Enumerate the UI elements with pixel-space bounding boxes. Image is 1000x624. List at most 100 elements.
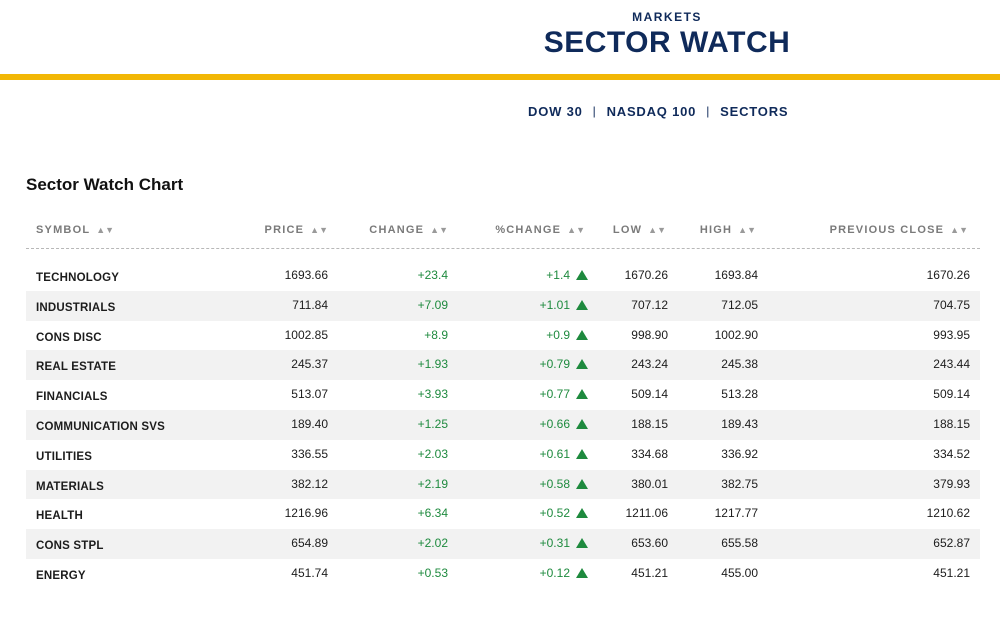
cell-price-value: 382.12 xyxy=(291,476,328,491)
cell-symbol: MATERIALS xyxy=(36,473,104,503)
cell-change-value: +1.93 xyxy=(417,357,448,372)
cell-previous-close-value: 1670.26 xyxy=(926,268,970,282)
cell-high: 1002.90 xyxy=(715,321,758,351)
table-row: FINANCIALS 513.07 +3.93 +0.77 509.14 513.28 50… xyxy=(26,380,980,410)
table-row: UTILITIES 336.55 +2.03 +0.61 334.68 336.92 334… xyxy=(26,440,980,470)
cell-pct-change-value: +0.12 xyxy=(539,565,570,580)
column-header-pct-change[interactable]: %CHANGE ▲▼ xyxy=(495,224,585,236)
up-arrow-icon xyxy=(576,538,588,549)
cell-change: +3.93 xyxy=(418,380,448,410)
cell-low-value: 998.90 xyxy=(631,327,668,342)
cell-price-value: 245.37 xyxy=(291,357,328,372)
cell-low-value: 243.24 xyxy=(631,357,668,372)
cell-change-value: +23.4 xyxy=(417,268,448,282)
table-row: CONS STPL 654.89 +2.02 +0.31 653.60 655.58 652… xyxy=(26,529,980,559)
subnav-link-nasdaq100[interactable]: NASDAQ 100 xyxy=(606,103,697,119)
cell-high: 655.58 xyxy=(721,529,758,559)
cell-price: 382.12 xyxy=(291,470,328,500)
cell-symbol: INDUSTRIALS xyxy=(36,294,116,324)
cell-previous-close-value: 704.75 xyxy=(933,297,970,312)
cell-previous-close: 1670.26 xyxy=(927,261,970,291)
cell-high: 513.28 xyxy=(721,380,758,410)
cell-pct-change-value: +1.4 xyxy=(546,268,570,282)
sort-icon: ▲▼ xyxy=(567,225,585,235)
cell-low-value: 509.14 xyxy=(631,387,668,402)
cell-low: 1670.26 xyxy=(625,261,668,291)
cell-symbol-value: INDUSTRIALS xyxy=(36,301,116,314)
cell-change: +2.03 xyxy=(418,440,448,470)
column-header-previous-close[interactable]: PREVIOUS CLOSE ▲▼ xyxy=(829,224,968,236)
table-row: ENERGY 451.74 +0.53 +0.12 451.21 455.00 451.21 xyxy=(26,559,980,589)
column-header-change[interactable]: CHANGE ▲▼ xyxy=(369,224,448,236)
cell-price: 1216.96 xyxy=(285,499,328,529)
table-row: CONS DISC 1002.85 +8.9 +0.9 998.90 1002.90 993… xyxy=(26,321,980,351)
cell-high: 712.05 xyxy=(721,291,758,321)
cell-low-value: 653.60 xyxy=(631,536,668,551)
cell-pct-change-value: +0.31 xyxy=(539,536,570,551)
cell-high: 336.92 xyxy=(721,440,758,470)
cell-previous-close-value: 652.87 xyxy=(933,536,970,551)
sort-icon: ▲▼ xyxy=(738,225,756,235)
cell-change-value: +1.25 xyxy=(417,416,448,431)
cell-change: +7.09 xyxy=(418,291,448,321)
table-row: COMMUNICATION SVS 189.40 +1.25 +0.66 188.15 1… xyxy=(26,409,980,440)
cell-symbol: HEALTH xyxy=(36,502,83,532)
cell-pct-change: +0.52 xyxy=(540,499,588,529)
cell-high-value: 245.38 xyxy=(721,357,758,372)
header-divider xyxy=(0,74,1000,80)
cell-previous-close: 334.52 xyxy=(933,440,970,470)
cell-high: 1693.84 xyxy=(715,261,758,291)
cell-price: 711.84 xyxy=(292,291,328,321)
cell-previous-close-value: 451.21 xyxy=(933,565,970,580)
page-header: MARKETS SECTOR WATCH xyxy=(0,0,1000,80)
cell-high-value: 382.75 xyxy=(721,476,758,491)
cell-pct-change: +0.66 xyxy=(540,410,588,440)
cell-low-value: 334.68 xyxy=(631,446,668,461)
cell-price-value: 654.89 xyxy=(291,536,328,551)
cell-price: 654.89 xyxy=(291,529,328,559)
cell-previous-close-value: 993.95 xyxy=(933,327,970,342)
up-arrow-icon xyxy=(576,508,588,519)
cell-price-value: 1693.66 xyxy=(284,268,328,282)
cell-pct-change-value: +1.01 xyxy=(539,297,570,312)
cell-symbol: ENERGY xyxy=(36,562,86,592)
cell-pct-change: +0.79 xyxy=(540,350,588,380)
cell-symbol: CONS DISC xyxy=(36,324,102,354)
cell-price-value: 1216.96 xyxy=(284,506,328,521)
cell-high-value: 189.43 xyxy=(721,416,758,431)
cell-high-value: 1693.84 xyxy=(714,268,758,282)
cell-change: +0.53 xyxy=(418,559,448,589)
subnav-link-sectors[interactable]: SECTORS xyxy=(720,103,789,119)
cell-previous-close: 993.95 xyxy=(933,321,970,351)
page-title: SECTOR WATCH xyxy=(543,26,791,59)
column-header-symbol[interactable]: SYMBOL ▲▼ xyxy=(36,224,115,236)
up-arrow-icon xyxy=(576,567,588,578)
cell-symbol: TECHNOLOGY xyxy=(36,264,119,294)
column-header-high[interactable]: HIGH ▲▼ xyxy=(699,224,756,236)
cell-change-value: +2.19 xyxy=(417,476,448,491)
column-header-low[interactable]: LOW ▲▼ xyxy=(612,224,666,236)
cell-price: 451.74 xyxy=(291,559,328,589)
cell-change-value: +2.02 xyxy=(417,536,448,551)
cell-low-value: 1670.26 xyxy=(624,268,668,282)
cell-price-value: 1002.85 xyxy=(284,327,328,342)
cell-previous-close: 451.21 xyxy=(933,559,970,589)
cell-change-value: +6.34 xyxy=(417,506,448,521)
cell-pct-change: +0.12 xyxy=(540,559,588,589)
subnav-link-dow30[interactable]: DOW 30 xyxy=(528,103,583,119)
cell-high-value: 336.92 xyxy=(721,446,758,461)
cell-symbol-value: TECHNOLOGY xyxy=(36,272,120,284)
cell-low: 243.24 xyxy=(631,350,668,380)
up-arrow-icon xyxy=(576,418,588,429)
cell-price: 1002.85 xyxy=(285,321,328,351)
cell-low-value: 707.12 xyxy=(631,297,668,312)
cell-high-value: 1002.90 xyxy=(714,327,758,342)
table-row: MATERIALS 382.12 +2.19 +0.58 380.01 382.75 379… xyxy=(26,469,980,503)
cell-pct-change: +1.4 xyxy=(546,261,588,291)
cell-price: 513.07 xyxy=(291,380,328,410)
cell-price-value: 451.74 xyxy=(291,565,328,580)
cell-previous-close-value: 509.14 xyxy=(933,387,970,402)
cell-previous-close-value: 379.93 xyxy=(933,476,970,491)
cell-symbol-value: ENERGY xyxy=(36,569,86,582)
column-header-price[interactable]: PRICE ▲▼ xyxy=(264,224,328,236)
